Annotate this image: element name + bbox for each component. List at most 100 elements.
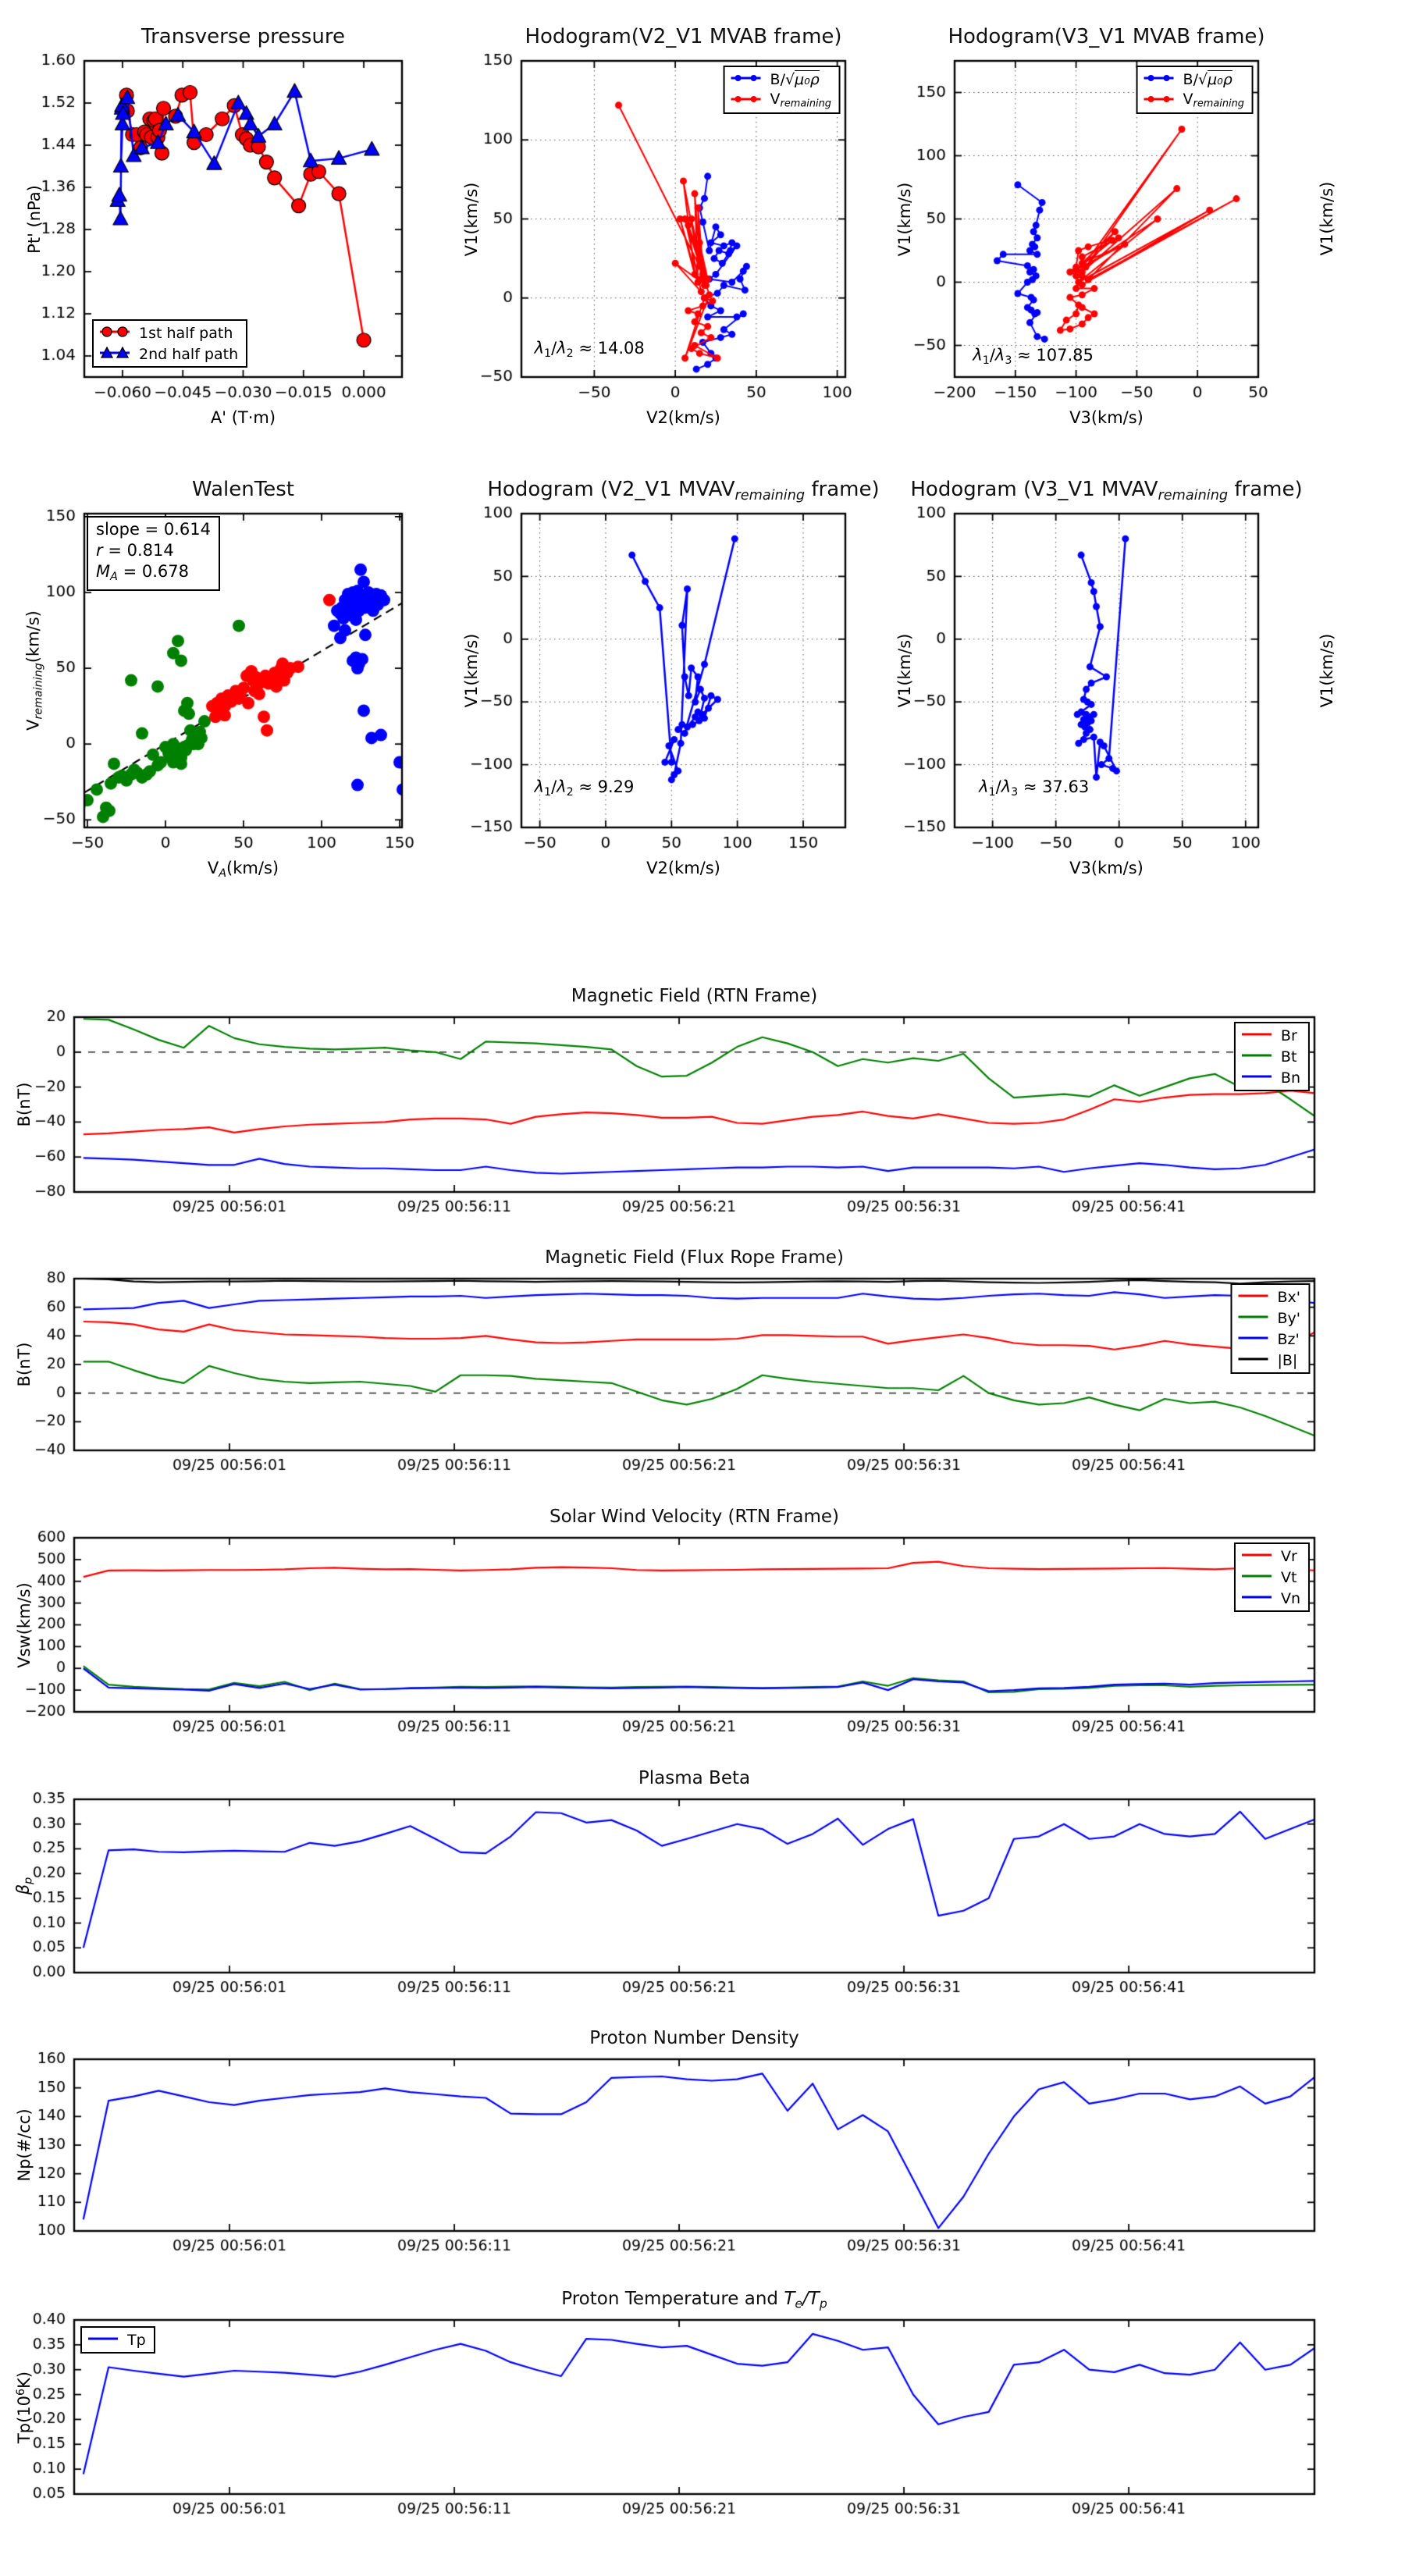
legend-label: Bn: [1280, 1069, 1300, 1087]
x-axis-label: V3(km/s): [1069, 408, 1144, 427]
legend: Br Bt Bn: [1233, 1022, 1310, 1091]
legend-line-sample: [1143, 91, 1176, 110]
magnetic-field-rtn-canvas: [4, 1006, 1327, 1242]
row2-right-ylabel: V1(km/s): [1318, 633, 1336, 708]
legend-line-sample: [1240, 1048, 1273, 1066]
panel-hodogram-v3v1-mvab: Hodogram(V3_V1 MVAB frame) V3(km/s) V1(k…: [884, 25, 1271, 427]
legend-label: Br: [1280, 1026, 1297, 1044]
legend-label: By': [1277, 1309, 1300, 1327]
legend-label: Vn: [1280, 1589, 1300, 1607]
panel-magnetic-field-rtn: Magnetic Field (RTN Frame) B(nT) Br Bt Bn: [4, 986, 1327, 1242]
legend-line-sample: [730, 91, 763, 110]
chart-title: Plasma Beta: [638, 1768, 751, 1788]
panel-proton-number-density: Proton Number Density Np(#/cc): [4, 2028, 1327, 2281]
legend-sample-icon: [1241, 1553, 1272, 1556]
legend-sample-icon: [1144, 95, 1174, 102]
legend-label: Tp: [127, 2331, 146, 2349]
chart-title: Transverse pressure: [141, 25, 345, 48]
y-axis-label: V1(km/s): [895, 182, 914, 256]
legend-label: Bt: [1280, 1048, 1297, 1066]
y-axis-label: Pt' (nPa): [25, 184, 44, 254]
chart-title: Solar Wind Velocity (RTN Frame): [549, 1507, 840, 1527]
panel-magnetic-field-flux-rope: Magnetic Field (Flux Rope Frame) B(nT) B…: [4, 1247, 1327, 1500]
proton-number-density-canvas: [4, 2048, 1327, 2281]
legend-line-sample: [1236, 1330, 1269, 1349]
chart-title: Proton Temperature and Te/Tp: [561, 2289, 827, 2311]
hodogram-v2v1-mvav-canvas: [451, 503, 858, 877]
lambda-ratio-annotation: λ1/λ3 ≈ 37.63: [979, 777, 1090, 799]
legend-label: B/√μ₀ρ: [770, 70, 820, 88]
legend-sample-icon: [1241, 1033, 1272, 1035]
solar-wind-velocity-canvas: [4, 1527, 1327, 1762]
legend-sample-icon: [1241, 1075, 1272, 1077]
legend: B/√μ₀ρ Vremaining: [1136, 66, 1254, 114]
legend-sample-icon: [1238, 1294, 1268, 1297]
chart-title: WalenTest: [192, 478, 294, 501]
chart-title: Magnetic Field (Flux Rope Frame): [545, 1247, 844, 1268]
legend-line-sample: [1240, 1026, 1273, 1045]
stat-line: MA = 0.678: [96, 562, 189, 583]
legend-label: Bx': [1277, 1288, 1300, 1306]
legend-item: Vn: [1240, 1588, 1300, 1609]
legend-item: Vt: [1240, 1567, 1300, 1588]
y-axis-label: βp: [13, 1877, 35, 1895]
legend-line-sample: [98, 324, 131, 343]
chart-title: Hodogram (V2_V1 MVAVremaining frame): [487, 478, 880, 503]
y-axis-label: B(nT): [15, 1342, 34, 1387]
legend-line-sample: [1240, 1069, 1273, 1087]
legend-line-sample: [1240, 1589, 1273, 1608]
legend-item: Vremaining: [1143, 90, 1244, 111]
legend-sample-icon: [1241, 1054, 1272, 1056]
legend-item: B/√μ₀ρ: [1143, 69, 1244, 90]
legend-line-sample: [730, 70, 763, 89]
plasma-beta-canvas: [4, 1788, 1327, 2023]
legend-item: Vr: [1240, 1546, 1300, 1567]
legend-item: 2nd half path: [98, 343, 238, 365]
legend-sample-icon: [1144, 74, 1174, 81]
stat-line: r = 0.814: [96, 541, 174, 560]
legend-item: Bz': [1236, 1329, 1300, 1350]
legend-sample-icon: [100, 326, 130, 337]
legend-label: Bz': [1277, 1330, 1300, 1348]
stat-line: slope = 0.614: [96, 520, 211, 539]
legend-label: Vremaining: [770, 91, 831, 110]
legend-line-sample: [1240, 1568, 1273, 1587]
legend-sample-icon: [731, 74, 761, 81]
panel-plasma-beta: Plasma Beta βp: [4, 1768, 1327, 2023]
chart-title: Hodogram (V3_V1 MVAVremaining frame): [910, 478, 1303, 503]
y-axis-label: Vremaining(km/s): [23, 610, 45, 731]
legend-item: |B|: [1236, 1350, 1300, 1371]
panel-solar-wind-velocity: Solar Wind Velocity (RTN Frame) Vsw(km/s…: [4, 1507, 1327, 1762]
x-axis-label: V2(km/s): [646, 408, 720, 427]
legend-sample-icon: [1241, 1574, 1272, 1577]
x-axis-label: VA(km/s): [207, 859, 279, 880]
legend-item: Tp: [87, 2329, 146, 2350]
legend-item: Vremaining: [730, 90, 831, 111]
legend-label: 1st half path: [139, 324, 233, 342]
legend-sample-icon: [88, 2337, 118, 2339]
legend: Bx' By' Bz' |B|: [1230, 1283, 1310, 1374]
y-axis-label: V1(km/s): [895, 633, 914, 708]
legend-line-sample: [1240, 1547, 1273, 1566]
chart-title: Magnetic Field (RTN Frame): [571, 986, 818, 1006]
chart-title: Proton Number Density: [589, 2028, 799, 2048]
lambda-ratio-annotation: λ1/λ2 ≈ 14.08: [534, 339, 645, 361]
legend-item: B/√μ₀ρ: [730, 69, 831, 90]
panel-hodogram-v2v1-mvab: Hodogram(V2_V1 MVAB frame) V2(km/s) V1(k…: [451, 25, 858, 427]
legend-sample-icon: [1238, 1315, 1268, 1318]
legend: B/√μ₀ρ Vremaining: [723, 66, 841, 114]
legend-line-sample: [1236, 1288, 1269, 1307]
legend-line-sample: [98, 345, 131, 364]
legend: Vr Vt Vn: [1233, 1542, 1310, 1612]
legend-sample-icon: [1238, 1357, 1268, 1360]
x-axis-label: V2(km/s): [646, 859, 720, 877]
x-axis-label: V3(km/s): [1069, 859, 1144, 877]
panel-hodogram-v2v1-mvav: Hodogram (V2_V1 MVAVremaining frame) V2(…: [451, 478, 880, 877]
lambda-ratio-annotation: λ1/λ2 ≈ 9.29: [534, 777, 635, 799]
y-axis-label: Np(#/cc): [15, 2108, 34, 2182]
legend-item: Bx': [1236, 1286, 1300, 1308]
chart-title: Hodogram(V3_V1 MVAB frame): [948, 25, 1265, 48]
y-axis-label: B(nT): [15, 1082, 34, 1127]
legend-label: B/√μ₀ρ: [1183, 70, 1232, 88]
